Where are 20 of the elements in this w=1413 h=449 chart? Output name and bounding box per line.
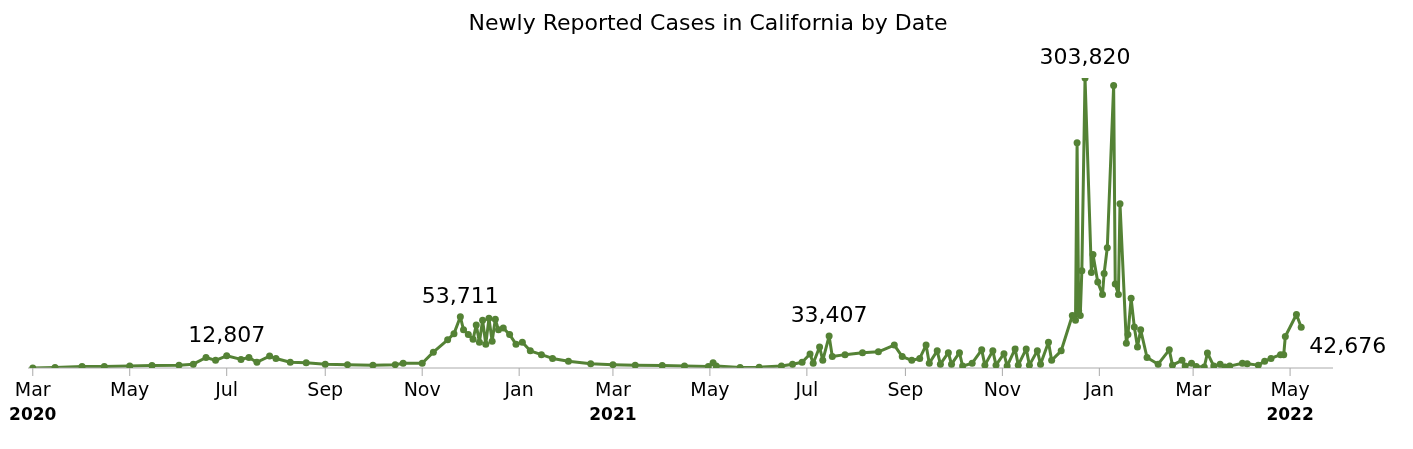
data-label: 53,711 xyxy=(421,282,499,308)
x-tick-label: Jul xyxy=(794,378,819,400)
data-label: 303,820 xyxy=(1039,44,1131,69)
data-label: 33,407 xyxy=(790,302,868,328)
x-tick-label: Jan xyxy=(1083,378,1114,400)
x-tick-label: Mar 2021 xyxy=(589,378,637,424)
x-tick-label: May xyxy=(690,378,730,400)
x-tick-label: Nov xyxy=(403,378,441,400)
x-tick-label: Nov xyxy=(983,378,1021,400)
data-label: 42,676 xyxy=(1309,333,1387,359)
x-tick-label: May xyxy=(110,378,150,400)
x-tick-label: Jul xyxy=(214,378,239,400)
x-tick-label: Mar 2020 xyxy=(9,378,57,424)
data-label: 12,807 xyxy=(188,321,266,347)
x-tick-label: May 2022 xyxy=(1266,378,1314,424)
x-tick-label: Jan xyxy=(503,378,534,400)
x-tick-label: Mar xyxy=(1175,378,1212,400)
chart-title: Newly Reported Cases in California by Date xyxy=(467,9,949,37)
x-tick-label: Sep xyxy=(307,378,344,400)
x-tick-label: Sep xyxy=(887,378,924,400)
